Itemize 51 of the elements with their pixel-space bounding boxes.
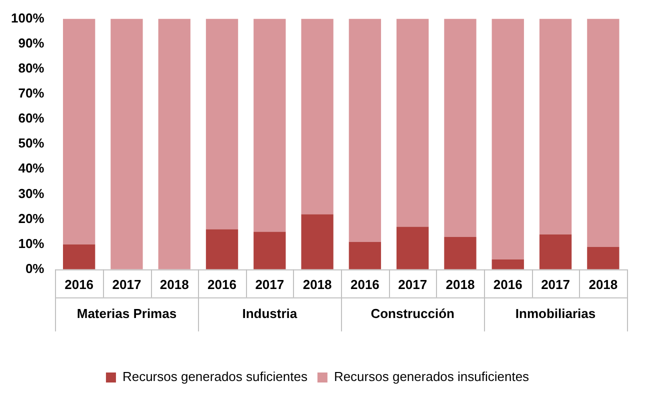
x-tick-label: 2017 xyxy=(255,276,284,292)
x-tick-label: 2017 xyxy=(541,276,570,292)
legend-label: Recursos generados insuficientes xyxy=(334,369,530,384)
x-tick-label: 2018 xyxy=(302,276,332,292)
x-tick-label: 2018 xyxy=(160,276,189,292)
x-tick-label: 2017 xyxy=(112,276,142,292)
legend-label: Recursos generados suficientes xyxy=(122,369,308,384)
y-tick-label: 80% xyxy=(18,60,45,76)
bar xyxy=(301,18,334,214)
bar xyxy=(301,214,334,270)
text: Inmobiliarias xyxy=(515,306,596,321)
y-tick-label: 20% xyxy=(18,210,45,226)
bar xyxy=(110,18,143,270)
bar xyxy=(587,18,620,247)
bar xyxy=(444,236,476,270)
bar xyxy=(539,234,572,270)
bar xyxy=(158,18,190,270)
bar xyxy=(254,232,286,270)
bar xyxy=(62,244,96,270)
x-tick-label: 2016 xyxy=(208,276,236,292)
bar xyxy=(492,259,524,270)
y-tick-label: 0% xyxy=(25,260,45,276)
y-tick-label: 50% xyxy=(18,136,45,151)
y-tick-label: 40% xyxy=(18,160,45,176)
bar xyxy=(492,18,524,260)
y-tick-label: 90% xyxy=(18,35,45,50)
bar xyxy=(396,226,429,270)
text: Construcción xyxy=(370,306,455,321)
y-tick-label: 100% xyxy=(11,10,45,26)
bar xyxy=(62,18,96,244)
text: Materias Primas xyxy=(76,306,177,321)
x-tick-label: 2017 xyxy=(398,276,428,292)
x-tick-label: 2016 xyxy=(64,276,94,292)
x-tick-label: 2018 xyxy=(446,276,475,292)
bar xyxy=(587,246,620,270)
text: Industria xyxy=(242,306,298,321)
y-tick-label: 30% xyxy=(18,186,45,201)
x-tick-label: 2016 xyxy=(493,276,522,292)
bar xyxy=(444,18,476,237)
bar xyxy=(254,18,286,232)
y-tick-label: 70% xyxy=(18,86,45,101)
y-tick-label: 60% xyxy=(18,110,45,126)
bar xyxy=(396,18,429,227)
x-tick-label: 2018 xyxy=(588,276,618,292)
bar xyxy=(348,18,382,242)
bar xyxy=(348,242,382,270)
bar xyxy=(539,18,572,234)
x-tick-label: 2016 xyxy=(350,276,380,292)
bar xyxy=(206,229,238,270)
y-tick-label: 10% xyxy=(18,236,45,251)
bar xyxy=(206,18,238,230)
